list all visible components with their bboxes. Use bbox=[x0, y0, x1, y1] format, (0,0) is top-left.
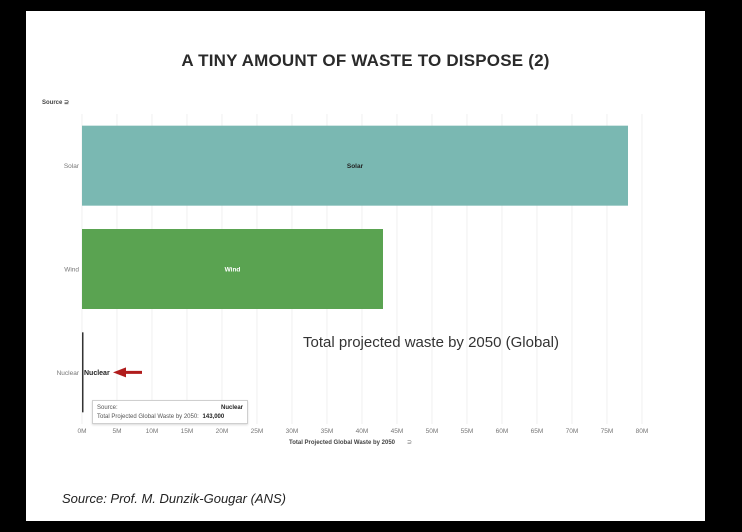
y-tick-label: Wind bbox=[64, 267, 79, 274]
x-axis-filter-icon: ⊇ bbox=[407, 439, 412, 446]
tooltip-waste-value: 143,000 bbox=[202, 414, 225, 420]
x-tick-label: 60M bbox=[496, 428, 509, 435]
x-tick-label: 25M bbox=[251, 428, 264, 435]
tooltip-source-row: Source: Nuclear bbox=[97, 404, 243, 413]
y-tick-label: Nuclear bbox=[57, 370, 80, 377]
y-tick-label: Solar bbox=[64, 163, 80, 170]
x-tick-label: 40M bbox=[356, 428, 369, 435]
x-tick-label: 15M bbox=[181, 428, 194, 435]
filter-icon[interactable]: ⊇ bbox=[64, 100, 70, 106]
x-tick-label: 30M bbox=[286, 428, 299, 435]
x-tick-label: 65M bbox=[531, 428, 544, 435]
tooltip-source-value: Nuclear bbox=[220, 405, 243, 411]
bar-solar bbox=[82, 125, 628, 206]
tooltip: Source: Nuclear Total Projected Global W… bbox=[92, 400, 248, 424]
tooltip-source-label: Source: bbox=[97, 405, 118, 411]
x-tick-label: 70M bbox=[566, 428, 579, 435]
y-axis-label: Source bbox=[42, 100, 63, 106]
x-axis-title: Total Projected Global Waste by 2050 bbox=[289, 440, 396, 446]
x-tick-label: 35M bbox=[321, 428, 334, 435]
chart-annotation: Total projected waste by 2050 (Global) bbox=[303, 334, 559, 351]
x-tick-label: 0M bbox=[77, 428, 86, 435]
arrow-head-icon bbox=[113, 367, 126, 378]
bar-label-solar: Solar bbox=[347, 163, 364, 170]
x-tick-label: 10M bbox=[146, 428, 159, 435]
x-tick-label: 5M bbox=[112, 428, 121, 435]
bar-chart: 0M 5M 10M 15M 20M 25M 30M 35M 40M 45M 50M 55M 60M 65M… bbox=[57, 114, 649, 446]
bar-label-wind: Wind bbox=[225, 267, 241, 274]
bar-wind bbox=[82, 229, 383, 309]
bar-nuclear bbox=[82, 332, 84, 413]
source-footer: Source: Prof. M. Dunzik-Gougar (ANS) bbox=[62, 491, 286, 506]
x-tick-label: 20M bbox=[216, 428, 229, 435]
x-tick-label: 80M bbox=[636, 428, 649, 435]
x-tick-label: 75M bbox=[601, 428, 614, 435]
x-tick-label: 45M bbox=[391, 428, 404, 435]
y-axis-header: Source ⊇ bbox=[42, 99, 69, 106]
bar-label-nuclear: Nuclear bbox=[84, 370, 110, 377]
slide-title: A TINY AMOUNT OF WASTE TO DISPOSE (2) bbox=[181, 51, 550, 70]
slide: A TINY AMOUNT OF WASTE TO DISPOSE (2) So… bbox=[26, 11, 705, 521]
tooltip-waste-row: Total Projected Global Waste by 2050: 14… bbox=[97, 413, 243, 422]
x-tick-label: 55M bbox=[461, 428, 474, 435]
tooltip-waste-label: Total Projected Global Waste by 2050: bbox=[97, 414, 199, 420]
x-tick-label: 50M bbox=[426, 428, 439, 435]
